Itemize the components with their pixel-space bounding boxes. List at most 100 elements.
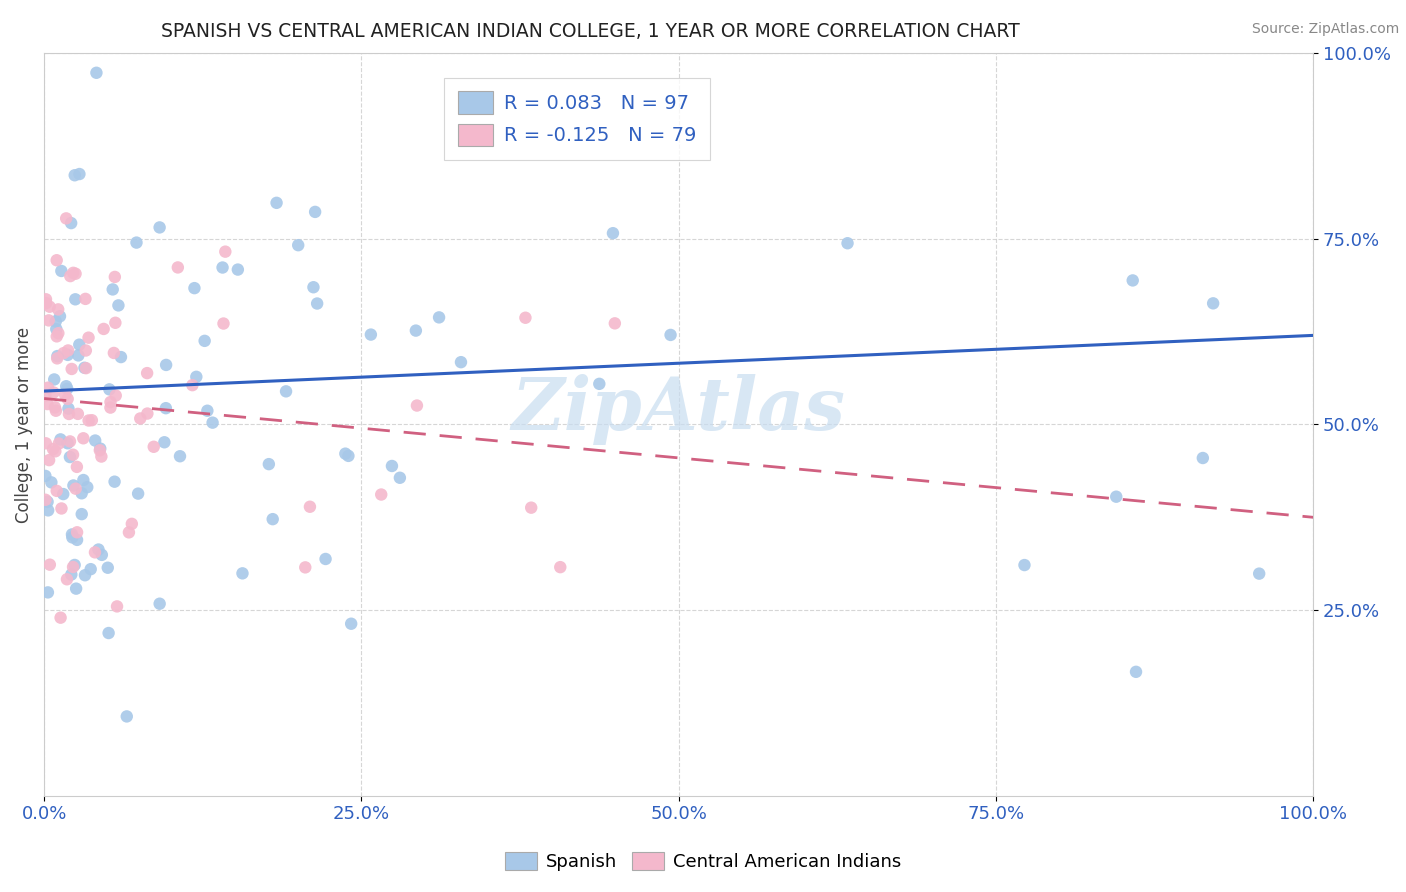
Point [127, 486, 149, 500]
Point [98, 383, 121, 397]
Point [155, 401, 177, 416]
Point [58, 401, 80, 416]
Point [103, 475, 125, 489]
Point [298, 500, 321, 514]
Point [104, 316, 127, 330]
Point [181, 378, 204, 392]
Point [97, 626, 120, 640]
Point [44, 372, 66, 386]
Point [46, 302, 69, 317]
Point [70, 507, 93, 521]
Point [45, 329, 67, 343]
Point [35, 436, 58, 450]
Point [837, 236, 859, 251]
Point [56, 382, 79, 396]
Point [73, 360, 96, 375]
Point [294, 560, 316, 574]
Point [49, 610, 72, 624]
Point [89, 443, 111, 458]
Point [66, 407, 89, 421]
Point [38, 558, 60, 572]
Point [84, 434, 107, 448]
Point [41, 475, 63, 490]
Point [76, 480, 98, 494]
Point [118, 525, 141, 540]
Point [77, 331, 100, 345]
Point [62, 478, 84, 492]
Point [65, 582, 87, 596]
Point [34, 388, 56, 402]
Point [62, 266, 84, 280]
Point [59, 450, 82, 464]
Point [104, 269, 127, 284]
Point [56, 348, 79, 362]
Point [38, 300, 60, 314]
Point [340, 616, 363, 631]
Point [90, 450, 112, 464]
Point [548, 560, 571, 574]
Point [38, 313, 60, 327]
Point [45, 403, 67, 417]
Point [515, 310, 537, 325]
Point [72, 431, 94, 445]
Point [63, 558, 86, 572]
Point [603, 316, 626, 330]
Point [1191, 450, 1213, 465]
Point [226, 262, 249, 277]
Point [287, 238, 309, 252]
Point [370, 487, 392, 501]
Point [60, 567, 83, 582]
Point [45, 322, 67, 336]
Point [80, 562, 103, 576]
Point [46, 326, 69, 341]
Point [315, 552, 337, 566]
Point [100, 401, 122, 415]
Point [49, 433, 72, 447]
Point [155, 358, 177, 372]
Point [77, 413, 100, 427]
Point [89, 442, 111, 456]
Point [65, 482, 87, 496]
Point [67, 348, 90, 362]
Point [149, 597, 172, 611]
Point [59, 434, 82, 449]
Point [110, 350, 132, 364]
Point [90, 548, 112, 562]
Point [51, 501, 73, 516]
Point [602, 226, 624, 240]
Point [115, 709, 138, 723]
Point [103, 346, 125, 360]
Point [105, 599, 128, 614]
Point [63, 168, 86, 182]
Point [59, 269, 82, 284]
Point [62, 560, 84, 574]
Point [56, 343, 79, 358]
Point [100, 395, 122, 409]
Point [86, 66, 108, 80]
Legend: R = 0.083   N = 97, R = -0.125   N = 79: R = 0.083 N = 97, R = -0.125 N = 79 [444, 78, 710, 160]
Point [450, 355, 472, 369]
Point [93, 322, 115, 336]
Point [53, 388, 76, 402]
Point [60, 527, 83, 541]
Point [70, 486, 93, 500]
Text: ZipAtlas: ZipAtlas [512, 374, 845, 445]
Point [37, 503, 59, 517]
Point [1014, 558, 1036, 572]
Point [46, 349, 69, 363]
Point [55, 211, 77, 226]
Point [84, 545, 107, 559]
Point [659, 327, 682, 342]
Point [195, 403, 218, 417]
Point [262, 512, 284, 526]
Point [104, 388, 127, 402]
Point [231, 566, 253, 581]
Point [45, 483, 67, 498]
Point [153, 435, 176, 450]
Text: Source: ZipAtlas.com: Source: ZipAtlas.com [1251, 22, 1399, 37]
Point [55, 379, 77, 393]
Point [257, 457, 280, 471]
Point [58, 407, 80, 421]
Point [87, 542, 110, 557]
Point [406, 399, 429, 413]
